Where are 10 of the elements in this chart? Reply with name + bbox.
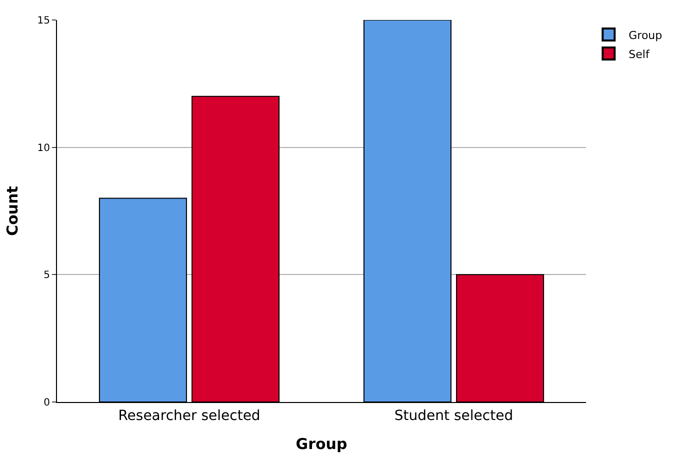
y-tick-label: 10: [37, 142, 50, 154]
y-tick-label: 15: [37, 16, 50, 26]
legend-label: Group: [628, 28, 662, 42]
y-tick-label: 5: [44, 270, 50, 282]
x-axis-title: Group: [296, 434, 348, 453]
y-tick-label: 0: [44, 398, 50, 408]
y-axis-title: Count: [4, 186, 22, 236]
x-tick-label: Researcher selected: [118, 408, 260, 424]
legend-label: Self: [628, 48, 650, 61]
x-tick-label: Student selected: [394, 408, 514, 424]
